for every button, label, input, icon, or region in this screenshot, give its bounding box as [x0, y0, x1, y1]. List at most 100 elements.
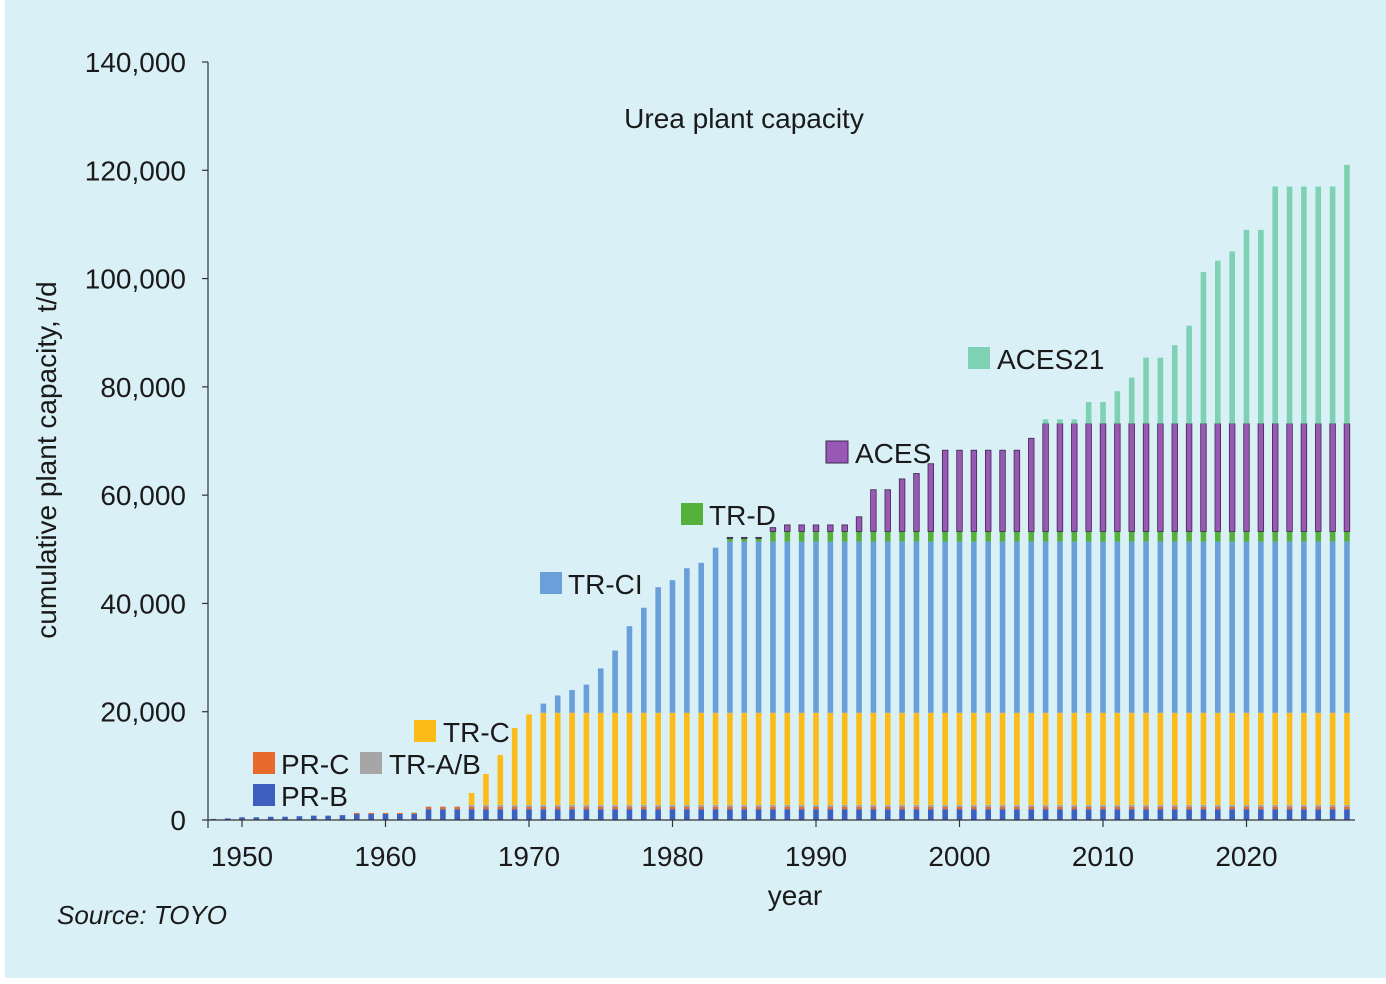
bar-2020-prb [1243, 809, 1250, 820]
legend-label-tr-d: TR-D [709, 500, 776, 531]
x-axis-label: year [768, 880, 822, 911]
bar-1972-trab [554, 804, 561, 808]
bar-2024-trc [1301, 712, 1307, 805]
bar-1992-trd [841, 531, 848, 542]
bar-2013-aces [1142, 423, 1150, 532]
bar-1950-prb [239, 817, 245, 820]
bar-2001-trab [971, 804, 977, 808]
bar-2004-trc [1014, 712, 1020, 805]
bar-1991-aces [827, 524, 834, 532]
bar-2005-aces [1028, 437, 1035, 532]
bar-1993-trci [856, 541, 862, 713]
bar-2001-prb [971, 809, 977, 820]
bar-2015-aces [1171, 423, 1178, 532]
bar-2022-aces21 [1272, 186, 1278, 424]
bar-2011-prb [1114, 809, 1121, 820]
bar-2019-prb [1229, 809, 1235, 820]
bar-2016-trc [1186, 712, 1192, 805]
bar-2010-trd [1100, 531, 1106, 542]
bar-1951-prb [253, 817, 260, 820]
bar-1999-trab [942, 804, 948, 808]
bar-2016-prc [1186, 807, 1192, 810]
bar-2001-prc [971, 807, 977, 810]
bar-2020-trci [1243, 541, 1250, 713]
bar-1983-prb [712, 809, 719, 820]
bar-2022-trc [1272, 712, 1278, 805]
bar-2006-trd [1042, 531, 1049, 542]
chart-title: Urea plant capacity [624, 103, 864, 134]
bar-1968-trab [497, 804, 504, 808]
bar-1983-trci [712, 547, 719, 713]
bar-2003-trci [999, 541, 1006, 713]
bar-1954-prb [296, 816, 303, 820]
bar-1977-trab [626, 804, 633, 808]
bar-2010-prc [1100, 807, 1106, 810]
bar-1984-prb [727, 809, 733, 820]
bar-2010-aces [1099, 423, 1107, 532]
bar-1967-trab [483, 804, 489, 808]
bar-2016-trab [1186, 804, 1192, 808]
bar-1972-trc [554, 712, 561, 805]
bar-2014-prc [1157, 807, 1164, 810]
bar-2016-prb [1186, 809, 1192, 820]
bar-2026-trd [1329, 531, 1336, 542]
bar-2025-trd [1315, 531, 1322, 542]
bar-2023-aces21 [1286, 186, 1293, 424]
bar-2027-aces [1343, 423, 1351, 532]
bar-1995-prc [884, 807, 891, 810]
bar-2021-trab [1258, 804, 1264, 808]
legend-label-tr-c: TR-C [443, 717, 510, 748]
bar-2011-trab [1114, 804, 1121, 808]
x-tick-label: 1990 [785, 841, 847, 872]
bar-1982-trab [698, 804, 704, 808]
bar-1981-prb [684, 809, 690, 820]
legend-label-tr-ab: TR-A/B [389, 749, 481, 780]
bar-1985-prb [741, 809, 748, 820]
bar-2024-prb [1301, 809, 1307, 820]
y-tick-label: 60,000 [100, 480, 186, 511]
bar-2005-trci [1028, 541, 1035, 713]
bar-2002-trd [985, 531, 991, 542]
bar-2017-trc [1200, 712, 1207, 805]
bar-2002-prb [985, 809, 991, 820]
bar-2000-trd [956, 531, 963, 542]
bar-1976-trab [612, 804, 618, 808]
bar-2016-aces [1185, 423, 1193, 532]
bar-1998-trab [928, 804, 934, 808]
bar-2002-trci [985, 541, 991, 713]
bar-1971-prb [540, 809, 547, 820]
bar-2009-trc [1085, 712, 1092, 805]
bar-1987-trd [770, 531, 776, 542]
bar-2015-trci [1171, 541, 1178, 713]
source-note: Source: TOYO [57, 900, 228, 930]
bar-2006-trc [1042, 712, 1049, 805]
y-tick-label: 140,000 [85, 47, 186, 78]
bar-1987-trci [770, 541, 776, 713]
bar-2010-trci [1100, 541, 1106, 713]
bar-1991-trci [827, 541, 834, 713]
bar-1987-trab [770, 804, 776, 808]
bar-1989-trc [798, 712, 805, 805]
bar-1998-trc [928, 712, 934, 805]
bar-2017-prc [1200, 807, 1207, 810]
bar-1996-prb [899, 809, 905, 820]
bar-2003-trc [999, 712, 1006, 805]
bar-1973-trc [569, 712, 575, 805]
bar-1973-prb [569, 809, 575, 820]
bar-2022-trd [1272, 531, 1278, 542]
bar-2026-aces [1329, 423, 1336, 532]
bar-1986-trab [755, 804, 762, 808]
bar-2027-aces21 [1344, 164, 1350, 424]
bar-1988-trci [784, 541, 791, 713]
bar-1973-prc [569, 807, 575, 810]
bar-2025-aces21 [1315, 186, 1322, 424]
bar-1987-prc [770, 807, 776, 810]
bar-1983-trab [712, 804, 719, 808]
bar-2002-trab [985, 804, 991, 808]
bar-2018-trc [1215, 712, 1221, 805]
bar-2002-prc [985, 807, 991, 810]
bar-1995-trci [884, 541, 891, 713]
bar-1970-trc [526, 714, 532, 805]
bar-1995-trab [884, 804, 891, 808]
bar-1993-prb [856, 809, 862, 820]
